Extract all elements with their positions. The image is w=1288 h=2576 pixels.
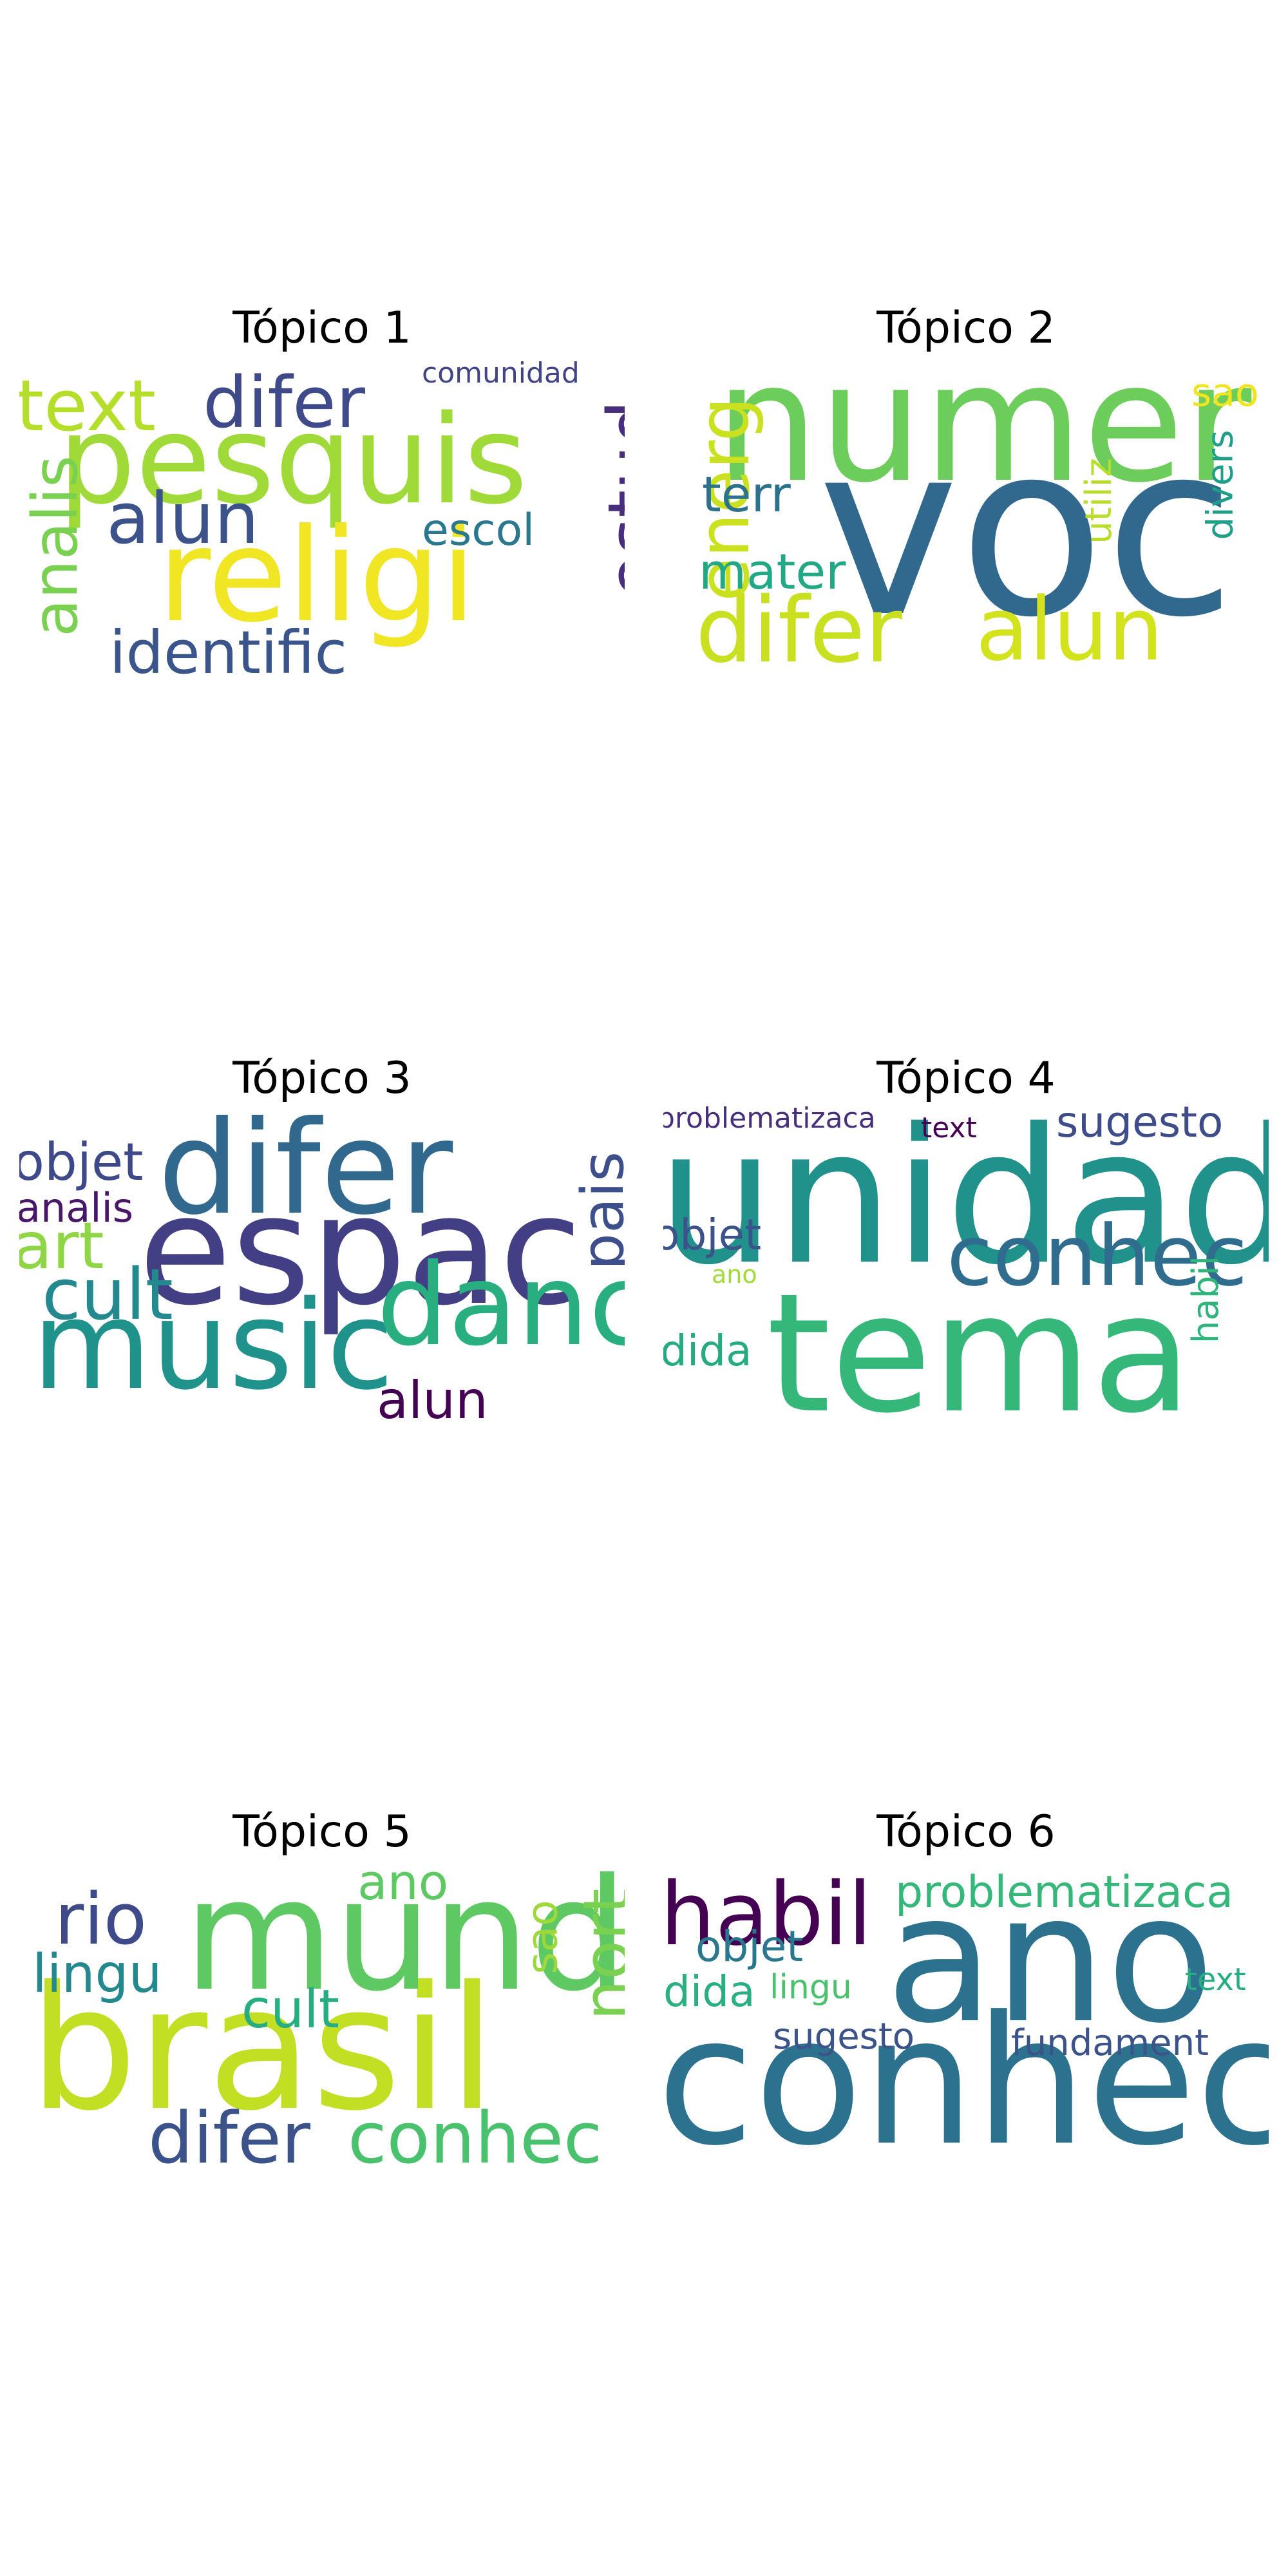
cloud-word: text [921, 1112, 977, 1144]
cloud-word: conhec [663, 1978, 1269, 2184]
cloud-word: objet [696, 1922, 804, 1971]
cloud-word: alun [377, 1370, 488, 1430]
cloud-word: sao [517, 1900, 567, 1975]
cloud-word: problematizaca [895, 1867, 1234, 1918]
cloud-word: text [1185, 1962, 1246, 1998]
cloud-word: problematizaca [663, 1104, 876, 1135]
cloud-word: difer [696, 578, 902, 683]
wordcloud: brasil mund conhec difer rio nort lingu … [19, 1858, 625, 2193]
cloud-word: divers [1199, 430, 1242, 540]
cloud-word: danc [377, 1240, 625, 1371]
cloud-word: difer [158, 1104, 453, 1244]
panel-title: Tópico 4 [876, 1053, 1056, 1104]
cloud-word: sao [1191, 370, 1259, 415]
cloud-word: habil [1185, 1255, 1227, 1344]
cloud-word: religi [158, 501, 477, 651]
cloud-word: music [32, 1274, 394, 1417]
cloud-word: unidad [663, 1104, 1269, 1306]
cloud-word: sugesto [1056, 1104, 1224, 1147]
cloud-word: espac [138, 1163, 583, 1339]
cloud-word: rio [55, 1878, 147, 1960]
cloud-word: mater [699, 543, 846, 600]
cloud-word: brasil [29, 1950, 496, 2148]
cloud-word: alun [106, 477, 260, 560]
cloud-word: ano [886, 1858, 1215, 2062]
panel-title: Tópico 2 [876, 303, 1056, 354]
cloud-word: cult [242, 1979, 339, 2040]
cloud-word: ano [357, 1858, 449, 1911]
wordcloud: pesquis religi difer text alun identific… [19, 354, 625, 689]
cloud-word: conhec [348, 2097, 603, 2179]
cloud-word: dida [663, 1326, 752, 1376]
cloud-word: difer [203, 361, 366, 444]
cloud-word: pesquis [58, 389, 528, 531]
cloud-word: escol [422, 505, 535, 556]
cloud-word: conhec [947, 1207, 1248, 1305]
wordcloud-panel-6: Tópico 6 conhec ano habil problematizaca… [644, 1806, 1288, 2515]
cloud-word: objet [19, 1132, 144, 1192]
panel-title: Tópico 5 [232, 1806, 412, 1857]
cloud-word: pais [569, 1151, 625, 1271]
cloud-word: numer [715, 354, 1252, 519]
cloud-word: art [19, 1208, 104, 1283]
cloud-word: voc [818, 393, 1236, 670]
cloud-word: analis [19, 1184, 134, 1231]
cloud-word: sugesto [773, 2016, 915, 2058]
cloud-word: nort [569, 1888, 625, 2021]
wordcloud: unidad tema conhec sugesto objet habil d… [663, 1104, 1269, 1439]
cloud-word: dida [663, 1967, 755, 2016]
cloud-word: comunidad [422, 357, 580, 390]
cloud-word: mund [184, 1858, 625, 2025]
cloud-word: tema [766, 1258, 1193, 1439]
cloud-word: lingu [770, 1968, 852, 2007]
cloud-word: text [19, 365, 156, 447]
cloud-word: lingu [32, 1944, 162, 2005]
cloud-word: analis [19, 455, 91, 637]
wordcloud-panel-2: Tópico 2 voc numer difer alun energ terr… [644, 303, 1288, 1011]
cloud-word: habil [663, 1864, 872, 1965]
cloud-word: difer [148, 2097, 311, 2179]
wordcloud-panel-5: Tópico 5 brasil mund conhec difer rio no… [0, 1806, 644, 2515]
wordcloud: espac difer music danc cult pais objet a… [19, 1104, 625, 1439]
cloud-word: cult [42, 1253, 173, 1336]
panel-title: Tópico 6 [876, 1806, 1056, 1857]
cloud-word: alun [976, 579, 1164, 680]
cloud-word: utiliz [1077, 458, 1120, 544]
cloud-word: terr [702, 466, 791, 523]
cloud-word: objet [663, 1210, 762, 1260]
cloud-word: ano [712, 1260, 757, 1289]
cloud-word: fundament [1011, 2022, 1209, 2064]
wordcloud: conhec ano habil problematizaca objet di… [663, 1858, 1269, 2193]
wordcloud: voc numer difer alun energ terr mater sa… [663, 354, 1269, 689]
wordcloud-panel-4: Tópico 4 unidad tema conhec sugesto obje… [644, 1053, 1288, 1761]
cloud-word: identific [109, 618, 348, 687]
panel-title: Tópico 3 [232, 1053, 412, 1104]
wordcloud-panel-3: Tópico 3 espac difer music danc cult pai… [0, 1053, 644, 1761]
wordcloud-panel-1: Tópico 1 pesquis religi difer text alun … [0, 303, 644, 1011]
panel-title: Tópico 1 [232, 303, 412, 354]
cloud-word: estud [592, 400, 625, 598]
